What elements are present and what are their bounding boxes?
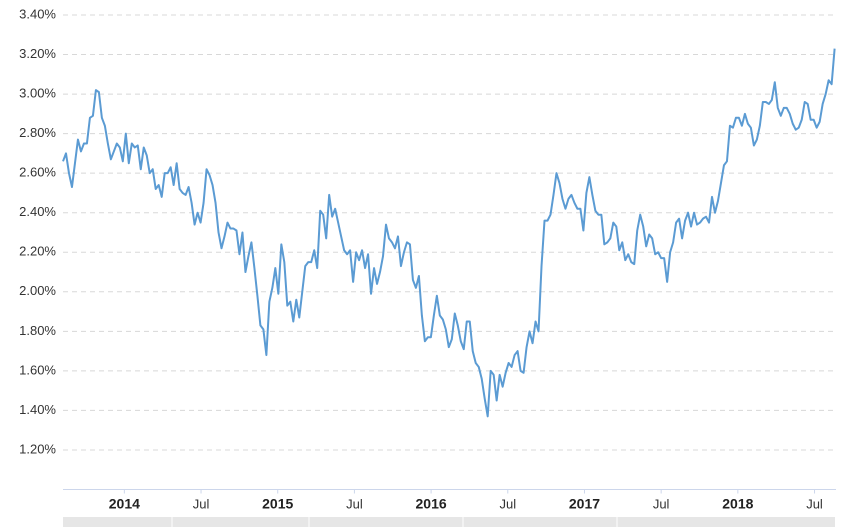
x-tick-label: Jul <box>499 496 516 511</box>
y-tick-label: 1.40% <box>19 402 56 417</box>
y-tick-label: 2.60% <box>19 165 56 180</box>
x-tick-label: 2018 <box>722 496 753 512</box>
y-tick-label: 2.80% <box>19 125 56 140</box>
x-tick-label: 2017 <box>569 496 600 512</box>
y-tick-label: 2.40% <box>19 204 56 219</box>
x-tick-label: 2014 <box>109 496 140 512</box>
x-tick-label: Jul <box>653 496 670 511</box>
x-tick-label: Jul <box>193 496 210 511</box>
x-tick-label: 2015 <box>262 496 293 512</box>
x-tick-label: Jul <box>346 496 363 511</box>
y-tick-label: 1.20% <box>19 441 56 456</box>
y-tick-label: 2.00% <box>19 283 56 298</box>
data-line <box>62 48 836 418</box>
y-tick-label: 3.40% <box>19 6 56 21</box>
x-tick-label: Jul <box>806 496 823 511</box>
y-tick-label: 3.20% <box>19 46 56 61</box>
y-tick-label: 1.80% <box>19 323 56 338</box>
y-tick-label: 2.20% <box>19 244 56 259</box>
x-tick-label: 2016 <box>416 496 447 512</box>
y-tick-label: 1.60% <box>19 362 56 377</box>
navigator-track <box>63 517 835 527</box>
y-tick-label: 3.00% <box>19 86 56 101</box>
